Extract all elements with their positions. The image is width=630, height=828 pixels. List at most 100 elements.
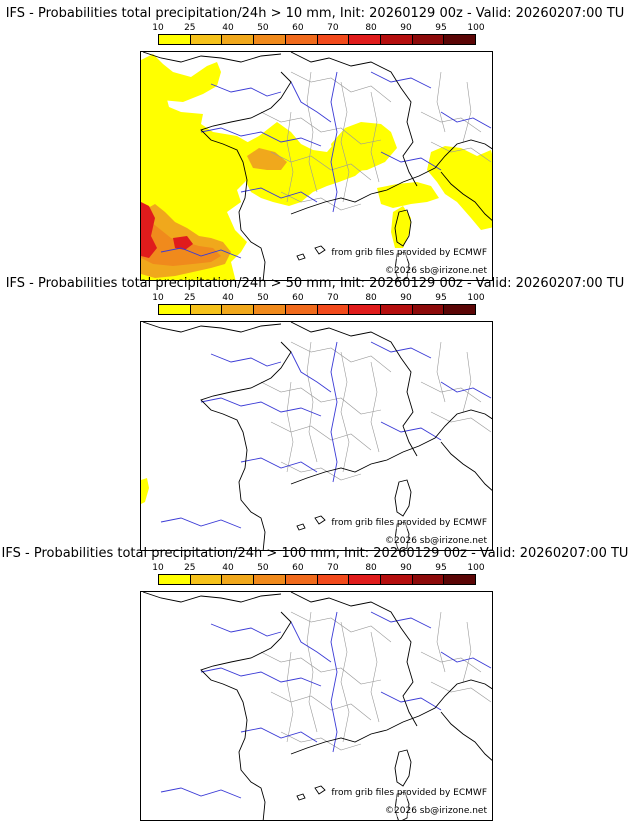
- tick-label: 50: [257, 293, 269, 303]
- map-france: from grib files provided by ECMWF ©2026 …: [140, 51, 493, 281]
- colorbar-tick-labels: 10 25 40 50 60 70 80 90 95 100: [152, 23, 484, 35]
- region-boundaries: [260, 611, 492, 751]
- precip-area-red2: [173, 236, 193, 250]
- tick-label: 25: [184, 563, 196, 573]
- precip-panel-10mm: IFS - Probabilities total precipitation/…: [0, 6, 630, 282]
- tick-label: 50: [257, 563, 269, 573]
- colorbar: [158, 34, 476, 45]
- credit-author: ©2026 sb@irizone.net: [385, 806, 487, 817]
- island-small: [296, 793, 306, 801]
- colorbar-swatch: [317, 35, 350, 44]
- colorbar-swatch: [190, 35, 223, 44]
- tick-label: 95: [435, 293, 447, 303]
- island-small: [296, 523, 306, 531]
- tick-label: 95: [435, 23, 447, 33]
- colorbar-swatch: [159, 35, 191, 44]
- colorbar-swatch: [190, 305, 223, 314]
- panel-title: IFS - Probabilities total precipitation/…: [1, 546, 629, 561]
- coastline-italy: [440, 171, 492, 221]
- tick-label: 70: [327, 23, 339, 33]
- map-france: from grib files provided by ECMWF ©2026 …: [140, 321, 493, 551]
- tick-label: 10: [152, 23, 164, 33]
- colorbar-swatch: [349, 305, 381, 314]
- colorbar-swatch: [159, 575, 191, 584]
- colorbar-swatch: [190, 575, 223, 584]
- precip-area-italy: [427, 146, 492, 230]
- colorbar-swatch: [444, 35, 476, 44]
- tick-label: 60: [292, 23, 304, 33]
- precipitation-map: [141, 322, 492, 550]
- coastline-france: [200, 71, 292, 280]
- colorbar-swatch: [380, 575, 413, 584]
- tick-label: 90: [400, 563, 412, 573]
- colorbar-swatch: [254, 305, 286, 314]
- tick-label: 40: [222, 293, 234, 303]
- coastline-med: [290, 679, 492, 755]
- colorbar-swatch: [444, 305, 476, 314]
- tick-label: 80: [365, 293, 377, 303]
- colorbar-swatch: [380, 35, 413, 44]
- precipitation-map: [141, 52, 492, 280]
- coastline-med: [290, 139, 492, 215]
- rivers: [160, 71, 492, 259]
- coastline-france: [200, 341, 292, 550]
- border-east: [290, 592, 418, 727]
- colorbar-swatch: [222, 35, 255, 44]
- coastline-uk: [142, 322, 282, 333]
- coastline-france: [200, 611, 292, 820]
- tick-label: 70: [327, 293, 339, 303]
- precip-panel-50mm: IFS - Probabilities total precipitation/…: [0, 276, 630, 552]
- island-sardinia-top: [394, 251, 410, 280]
- colorbar-swatch: [380, 305, 413, 314]
- border-east: [290, 52, 418, 187]
- island-sardinia-top: [394, 791, 410, 820]
- tick-label: 40: [222, 23, 234, 33]
- precip-area-riviera: [377, 182, 439, 208]
- precip-area-alps: [331, 122, 397, 172]
- tick-label: 25: [184, 293, 196, 303]
- region-boundaries: [260, 341, 492, 481]
- tick-label: 100: [467, 23, 485, 33]
- tick-label: 60: [292, 293, 304, 303]
- island-sardinia-top: [394, 521, 410, 550]
- colorbar-swatch: [254, 35, 286, 44]
- tick-label: 80: [365, 563, 377, 573]
- coastlines-borders: [142, 52, 492, 280]
- colorbar: [158, 304, 476, 315]
- colorbar-swatch: [254, 575, 286, 584]
- colorbar: [158, 574, 476, 585]
- island-corsica: [394, 209, 412, 247]
- colorbar-swatch: [412, 35, 445, 44]
- colorbar-swatch: [317, 575, 350, 584]
- precip-panel-100mm: IFS - Probabilities total precipitation/…: [0, 546, 630, 822]
- tick-label: 10: [152, 293, 164, 303]
- colorbar-tick-labels: 10 25 40 50 60 70 80 90 95 100: [152, 563, 484, 575]
- island-corsica: [394, 749, 412, 787]
- credit-author: ©2026 sb@irizone.net: [385, 266, 487, 277]
- region-boundaries: [260, 71, 492, 211]
- island-balearic: [314, 785, 326, 795]
- coastline-med: [290, 409, 492, 485]
- tick-label: 70: [327, 563, 339, 573]
- coastline-uk: [142, 52, 282, 63]
- colorbar-swatch: [222, 305, 255, 314]
- map-france: from grib files provided by ECMWF ©2026 …: [140, 591, 493, 821]
- coastline-italy: [440, 711, 492, 761]
- island-balearic: [314, 515, 326, 525]
- panel-title: IFS - Probabilities total precipitation/…: [5, 276, 625, 291]
- tick-label: 60: [292, 563, 304, 573]
- tick-label: 90: [400, 23, 412, 33]
- colorbar-tick-labels: 10 25 40 50 60 70 80 90 95 100: [152, 293, 484, 305]
- island-corsica: [394, 479, 412, 517]
- tick-label: 40: [222, 563, 234, 573]
- island-balearic: [314, 245, 326, 255]
- colorbar-swatch: [412, 305, 445, 314]
- tick-label: 100: [467, 293, 485, 303]
- colorbar-swatch: [285, 575, 318, 584]
- tick-label: 80: [365, 23, 377, 33]
- tick-label: 90: [400, 293, 412, 303]
- precipitation-map: [142, 592, 492, 820]
- tick-label: 50: [257, 23, 269, 33]
- credit-source: from grib files provided by ECMWF: [331, 248, 487, 259]
- rivers: [160, 611, 492, 799]
